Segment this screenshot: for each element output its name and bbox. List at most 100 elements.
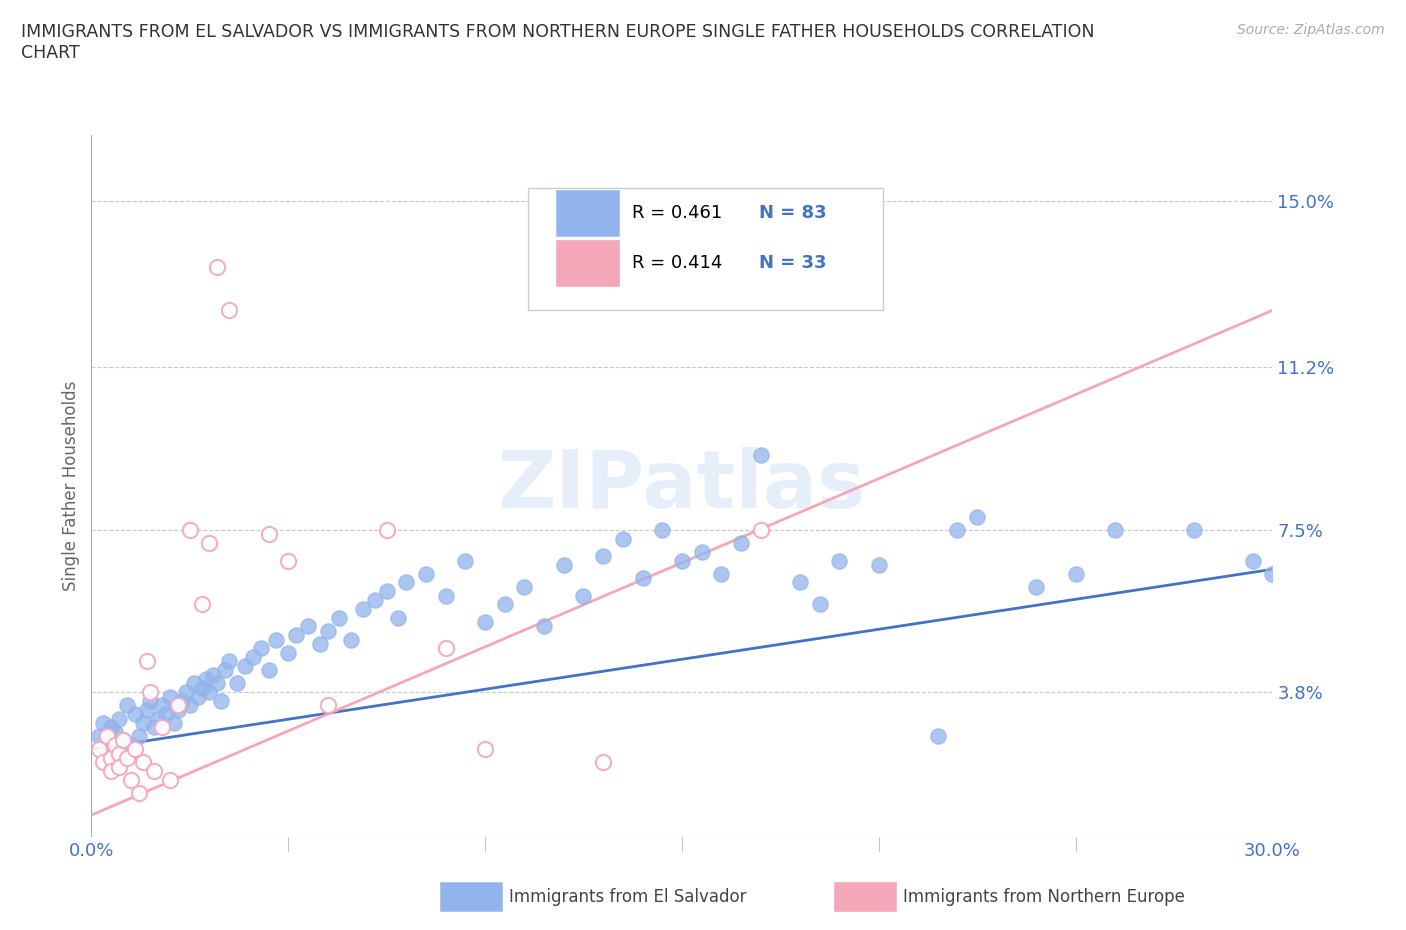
Point [285,628,308,643]
Point [1241,553,1264,568]
Point [135,654,157,669]
Point [340,632,363,647]
Point [150,720,173,735]
Point [209,694,232,709]
Point [111,733,134,748]
Point [631,571,654,586]
Point [277,645,299,660]
Point [174,684,197,699]
Point [277,553,299,568]
Point [104,737,127,752]
Point [214,663,236,678]
Point [143,720,166,735]
Point [308,636,330,651]
Point [167,702,190,717]
Point [434,641,457,656]
Y-axis label: Single Father Households: Single Father Households [62,380,80,591]
Point [316,623,339,638]
Point [387,610,409,625]
Point [89,742,111,757]
Point [150,698,173,712]
Text: R = 0.461: R = 0.461 [633,204,723,222]
Point [375,523,398,538]
Point [207,676,229,691]
Point [946,523,969,538]
Point [143,764,166,778]
Point [100,751,122,765]
Point [218,303,240,318]
Point [249,641,271,656]
Point [190,681,212,696]
Point [167,698,190,712]
Point [242,650,264,665]
Point [159,773,181,788]
Point [190,597,212,612]
Text: Immigrants from El Salvador: Immigrants from El Salvador [509,887,747,906]
Point [1104,523,1126,538]
Point [592,755,614,770]
Point [316,698,339,712]
Point [100,720,122,735]
Point [218,654,240,669]
Point [233,658,256,673]
Point [927,728,949,743]
Point [749,523,772,538]
Point [131,755,153,770]
Point [375,584,398,599]
Point [690,544,713,559]
Point [671,553,693,568]
Point [710,566,733,581]
FancyBboxPatch shape [529,188,883,311]
Point [364,592,387,607]
Point [115,751,138,765]
Point [395,575,418,590]
FancyBboxPatch shape [555,240,619,286]
Text: Source: ZipAtlas.com: Source: ZipAtlas.com [1237,23,1385,37]
Point [494,597,516,612]
FancyBboxPatch shape [555,190,619,236]
Point [266,632,288,647]
Point [159,689,181,704]
Point [454,553,477,568]
Point [163,715,186,730]
Point [148,711,170,726]
Point [198,684,221,699]
Point [89,728,111,743]
Point [128,728,150,743]
Point [966,510,988,525]
Point [128,786,150,801]
Point [91,755,114,770]
Point [170,694,193,709]
Point [328,610,350,625]
Point [120,737,142,752]
Point [139,684,162,699]
Point [572,588,595,603]
Point [91,715,114,730]
Point [1025,579,1047,594]
Point [612,531,634,546]
Point [131,715,153,730]
Point [434,588,457,603]
Point [297,619,319,634]
Point [96,742,118,757]
Point [828,553,851,568]
Point [257,663,280,678]
Point [155,707,177,722]
Point [100,764,122,778]
Point [730,536,752,551]
Point [187,689,209,704]
Point [120,773,142,788]
Point [179,523,201,538]
Point [115,698,138,712]
Text: ZIPatlas: ZIPatlas [498,447,866,525]
Point [108,759,131,774]
Point [96,728,118,743]
Point [749,447,772,462]
Point [808,597,831,612]
Point [194,671,217,686]
Point [592,549,614,564]
Point [226,676,249,691]
Point [533,619,555,634]
Point [868,557,890,572]
Point [1182,523,1205,538]
